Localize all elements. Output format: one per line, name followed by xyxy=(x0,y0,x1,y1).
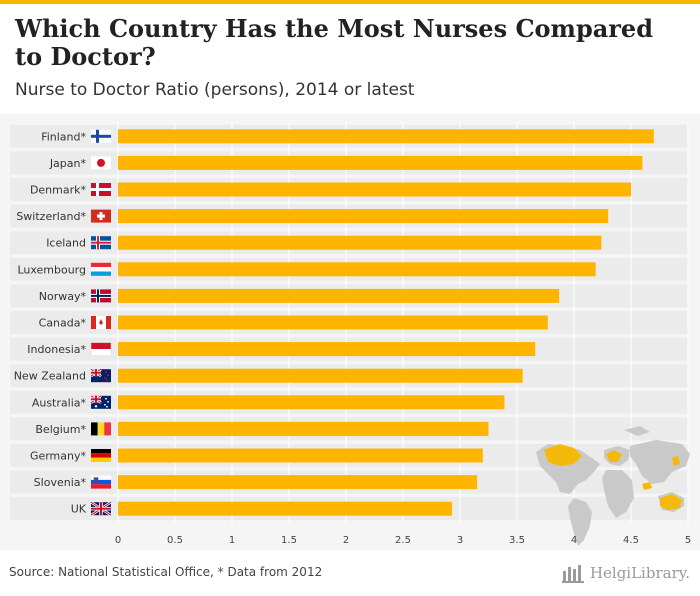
category-label: Australia* xyxy=(32,396,87,409)
brand-logo[interactable]: HelgiLibrary. xyxy=(561,562,690,584)
category-label: Denmark* xyxy=(30,184,87,197)
bar xyxy=(118,342,536,357)
brand-name: HelgiLibrary. xyxy=(589,564,690,582)
x-tick-label: 3.5 xyxy=(509,535,525,546)
bar xyxy=(118,315,548,330)
bar xyxy=(118,235,602,250)
bar xyxy=(118,288,560,303)
x-tick-label: 0.5 xyxy=(167,535,183,546)
source-note: Source: National Statistical Office, * D… xyxy=(9,565,323,579)
japan-flag-icon xyxy=(91,156,111,170)
category-label: New Zealand xyxy=(14,370,86,383)
top-accent-bar xyxy=(0,0,700,4)
x-tick-label: 4.5 xyxy=(623,535,639,546)
canada-flag-icon xyxy=(91,316,111,329)
x-tick-label: 0 xyxy=(115,535,121,546)
bar-chart: Finland* Japan* Denmark* Switzerland* Icelan… xyxy=(10,123,691,546)
category-label: Indonesia* xyxy=(27,343,86,356)
chart-subtitle: Nurse to Doctor Ratio (persons), 2014 or… xyxy=(15,80,415,100)
bar xyxy=(118,395,505,410)
chart-title: Which Country Has the Most Nurses Compar… xyxy=(15,14,653,71)
switzerland-flag-icon xyxy=(91,209,111,223)
category-label: Canada* xyxy=(39,317,87,330)
x-tick-label: 2.5 xyxy=(395,535,411,546)
bar xyxy=(118,501,453,516)
category-label: Belgium* xyxy=(35,423,86,436)
bar xyxy=(118,182,631,197)
australia-flag-icon xyxy=(90,394,111,409)
x-tick-label: 2 xyxy=(343,535,349,546)
category-label: Japan* xyxy=(49,157,87,170)
x-tick-label: 4 xyxy=(571,535,577,546)
x-tick-label: 1 xyxy=(229,535,235,546)
bar xyxy=(118,368,523,383)
indonesia-flag-icon xyxy=(90,342,112,356)
denmark-flag-icon xyxy=(91,183,111,196)
category-label: Norway* xyxy=(39,290,87,303)
category-label: Finland* xyxy=(41,130,86,143)
slovenia-flag-icon xyxy=(91,475,111,489)
category-label: Switzerland* xyxy=(16,210,86,223)
new-zealand-flag-icon xyxy=(90,368,111,383)
library-icon xyxy=(561,565,584,583)
category-label: Slovenia* xyxy=(34,476,87,489)
norway-flag-icon xyxy=(91,289,111,303)
finland-flag-icon xyxy=(91,129,111,143)
bar xyxy=(118,262,596,277)
x-tick-label: 3 xyxy=(457,535,463,546)
germany-flag-icon xyxy=(91,449,111,462)
x-tick-label: 5 xyxy=(685,535,691,546)
bar xyxy=(118,155,643,170)
category-label: Germany* xyxy=(30,450,87,463)
bar xyxy=(118,421,489,436)
bar xyxy=(118,475,478,490)
uk-flag-icon xyxy=(90,501,112,517)
luxembourg-flag-icon xyxy=(91,262,111,276)
bar xyxy=(118,129,654,144)
belgium-flag-icon xyxy=(91,422,111,436)
bar xyxy=(118,209,609,224)
iceland-flag-icon xyxy=(91,236,111,250)
footer: Source: National Statistical Office, * D… xyxy=(0,554,700,596)
bar xyxy=(118,448,483,463)
category-label: UK xyxy=(71,503,87,516)
category-label: Luxembourg xyxy=(17,263,86,276)
x-tick-label: 1.5 xyxy=(281,535,297,546)
world-map-icon xyxy=(536,426,690,546)
category-label: Iceland xyxy=(46,237,86,250)
